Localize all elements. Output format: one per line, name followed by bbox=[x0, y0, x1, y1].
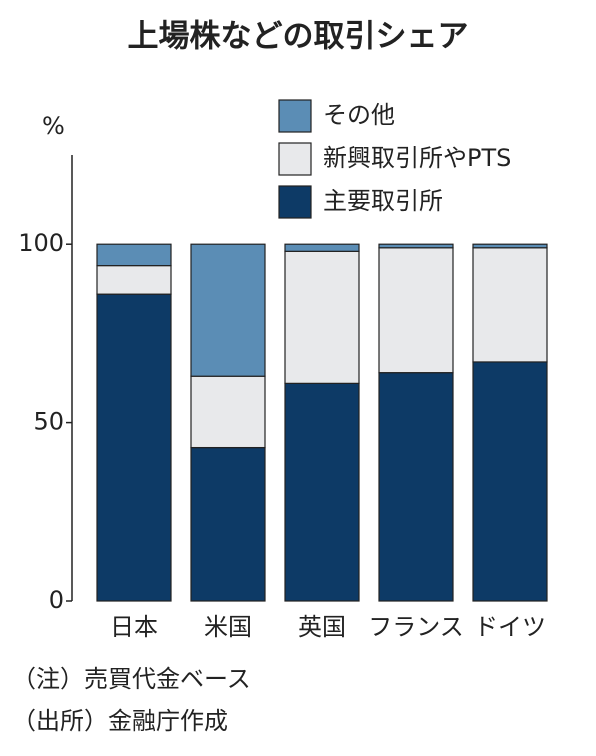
legend-label: 新興取引所やPTS bbox=[323, 144, 511, 172]
bar-segment bbox=[284, 250, 360, 384]
x-tick-label: フランス bbox=[368, 613, 464, 641]
legend-swatch bbox=[278, 99, 312, 133]
legend-label: その他 bbox=[323, 101, 395, 129]
chart-title: 上場株などの取引シェア bbox=[128, 19, 469, 55]
bar-segment bbox=[472, 243, 548, 249]
y-tick-label: 100 bbox=[18, 229, 64, 257]
note: （注）売買代金ベース bbox=[12, 665, 251, 693]
bar-segment bbox=[96, 265, 172, 295]
bar-segment bbox=[96, 243, 172, 267]
x-tick-label: 米国 bbox=[204, 613, 252, 641]
x-tick-label: 英国 bbox=[298, 613, 346, 641]
note: （出所）金融庁作成 bbox=[12, 707, 228, 735]
x-tick-label: 日本 bbox=[110, 613, 158, 641]
x-tick-label: ドイツ bbox=[474, 613, 546, 641]
y-tick-label: 0 bbox=[49, 586, 64, 614]
bar-segment bbox=[190, 446, 266, 602]
y-axis-unit: % bbox=[42, 112, 65, 140]
bar-segment bbox=[472, 247, 548, 363]
bar-segment bbox=[472, 361, 548, 602]
legend-swatch bbox=[278, 142, 312, 176]
bar-segment bbox=[284, 243, 360, 252]
y-tick-label: 50 bbox=[33, 408, 64, 436]
bar-segment bbox=[190, 243, 266, 377]
bar-segment bbox=[378, 372, 454, 602]
bar-segment bbox=[284, 382, 360, 602]
bar-segment bbox=[96, 293, 172, 602]
bar-segment bbox=[378, 243, 454, 249]
legend-label: 主要取引所 bbox=[323, 187, 443, 215]
bar-segment bbox=[190, 375, 266, 449]
bar-segment bbox=[378, 247, 454, 374]
legend-swatch bbox=[278, 185, 312, 219]
